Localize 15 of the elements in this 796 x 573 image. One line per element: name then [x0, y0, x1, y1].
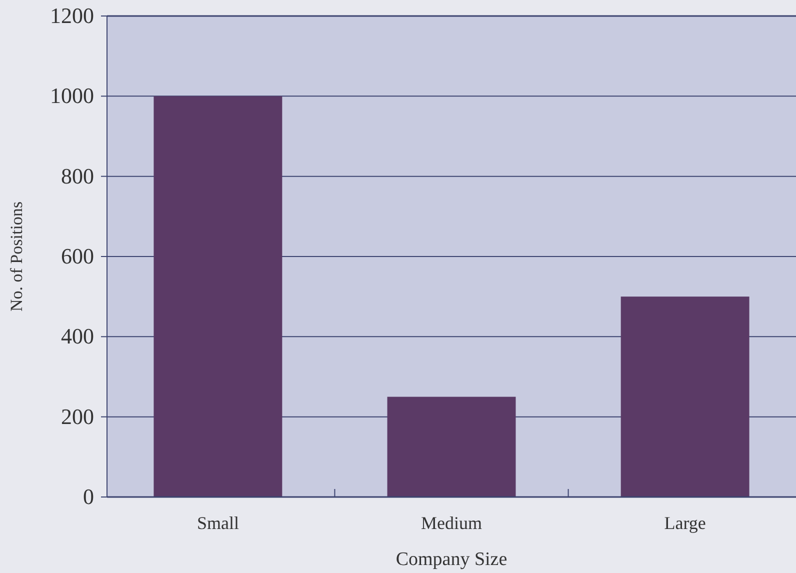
y-tick-label: 0: [83, 484, 94, 510]
y-tick-label: 600: [61, 244, 94, 269]
y-tick-label: 1200: [50, 3, 94, 28]
bar: [620, 296, 750, 497]
x-tick-label: Medium: [421, 512, 482, 533]
x-tick-label: Large: [664, 512, 706, 533]
y-tick-label: 800: [61, 163, 94, 188]
bar: [387, 396, 516, 497]
bar: [154, 96, 282, 497]
x-axis-title: Company Size: [396, 549, 508, 570]
x-tick-label: Small: [196, 512, 239, 533]
y-tick-label: 200: [61, 404, 94, 429]
y-axis-title: No. of Positions: [7, 201, 26, 312]
y-tick-label: 400: [61, 324, 94, 349]
y-tick-label: 1000: [50, 83, 94, 108]
